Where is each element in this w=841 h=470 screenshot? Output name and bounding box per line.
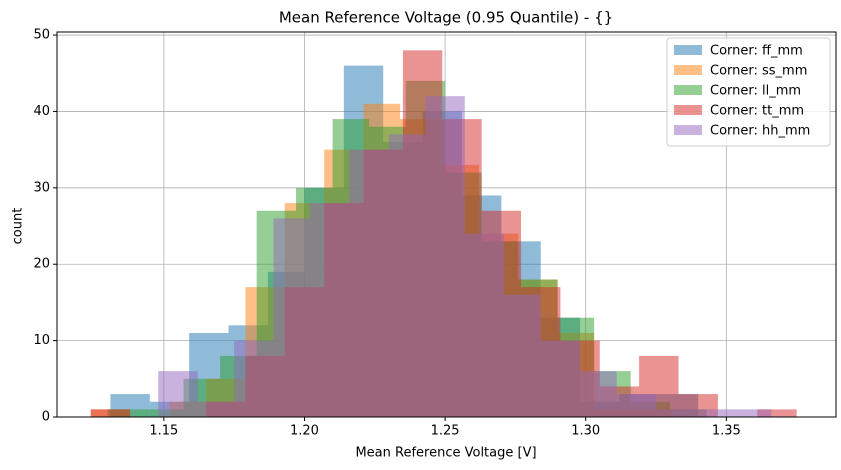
bar [464,233,505,417]
y-tick-label: 0 [42,410,50,425]
legend-swatch [674,45,702,55]
bar [540,340,581,417]
bar [731,409,772,417]
x-tick-label: 1.30 [571,424,600,439]
bar [504,294,541,417]
x-tick-label: 1.15 [149,424,178,439]
bar [757,409,797,417]
y-tick-label: 40 [33,104,50,119]
y-tick-label: 30 [33,180,50,195]
bar [234,340,274,417]
legend-swatch [674,105,702,115]
legend-swatch [674,125,702,135]
bar [197,401,235,417]
x-tick-label: 1.35 [712,424,741,439]
bar [90,409,131,417]
bar [158,371,198,417]
bar [273,218,311,417]
legend-label: Corner: ff_mm [710,44,803,59]
plot-frame [56,31,837,418]
x-tick-label: 1.20 [290,424,319,439]
legend-swatch [674,85,702,95]
x-axis-label: Mean Reference Voltage [V] [355,446,536,461]
bar [349,149,389,417]
legend-label: Corner: hh_mm [710,124,810,139]
bar [656,409,696,417]
legend-box [666,37,831,147]
legend-swatch [674,65,702,75]
y-tick-label: 50 [33,28,50,43]
legend-label: Corner: tt_mm [710,104,804,119]
bar [425,96,465,418]
bar [580,371,617,417]
y-tick-label: 10 [33,333,50,348]
legend: Corner: ff_mm Corner: ss_mm Corner: ll_mm C… [666,37,831,147]
legend-label: Corner: ll_mm [710,84,801,99]
y-axis-label: count [11,208,26,245]
bar [388,134,426,417]
legend-label: Corner: ss_mm [710,64,807,79]
chart-title: Mean Reference Voltage (0.95 Quantile) -… [279,9,613,27]
y-tick-label: 20 [33,257,50,272]
bar [310,203,350,417]
bar [616,394,657,417]
x-tick-label: 1.25 [431,424,460,439]
bar [695,409,732,417]
